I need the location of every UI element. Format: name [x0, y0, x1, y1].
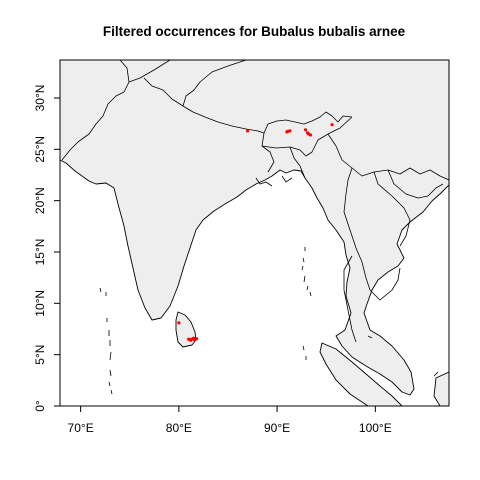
occurrence-point [177, 321, 181, 325]
y-tick-label: 5°N [33, 345, 47, 365]
occurrence-point [308, 133, 313, 137]
y-tick-label: 20°N [33, 187, 47, 214]
mainland-land [60, 60, 449, 396]
y-tick-label: 30°N [33, 85, 47, 112]
map-frame [59, 59, 450, 407]
occurrence-point [246, 129, 250, 133]
occurrence-point [194, 337, 199, 341]
x-tick-label: 100°E [359, 421, 392, 435]
occurrence-point [303, 128, 308, 132]
occurrence-points [177, 123, 334, 342]
country-borders [61, 60, 449, 343]
x-tick-label: 80°E [166, 421, 192, 435]
x-tick-label: 90°E [264, 421, 290, 435]
map-title: Filtered occurrences for Bubalus bubalis… [103, 24, 406, 39]
coastline-details [99, 175, 439, 395]
borneo-land [433, 371, 449, 406]
y-tick-label: 10°N [33, 290, 47, 317]
y-tick-label: 15°N [33, 239, 47, 266]
sumatra-land [319, 342, 403, 406]
x-axis: 70°E 80°E 90°E 100°E [68, 406, 392, 435]
y-axis: 0° 5°N 10°N 15°N 20°N 25°N 30°N [33, 85, 60, 412]
map-plot-area [60, 60, 449, 406]
occurrence-point [288, 129, 292, 133]
x-tick-label: 70°E [68, 421, 94, 435]
y-tick-label: 0° [33, 400, 47, 412]
y-tick-label: 25°N [33, 136, 47, 163]
occurrence-point [330, 123, 334, 127]
